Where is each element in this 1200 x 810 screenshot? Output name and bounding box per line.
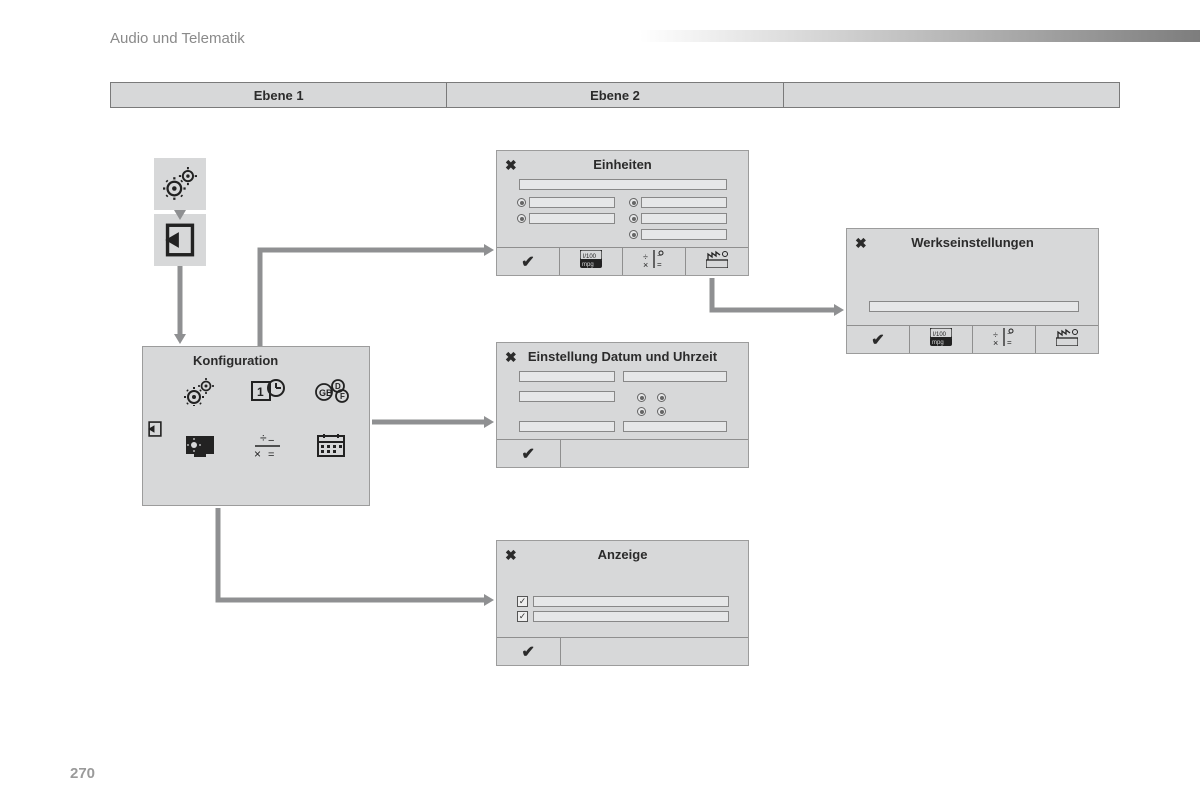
header-gradient [640,30,1200,42]
page-number: 270 [70,765,95,782]
breadcrumb: Audio und Telematik [110,30,245,47]
header-ebene-1: Ebene 1 [110,82,447,108]
header-ebene-2: Ebene 2 [447,82,783,108]
level-header-row: Ebene 1 Ebene 2 [110,82,1120,108]
header-ebene-3 [784,82,1120,108]
diagram-canvas: Konfiguration ✖ Einheiten ✔ ✖ Einstellun… [0,110,1200,800]
